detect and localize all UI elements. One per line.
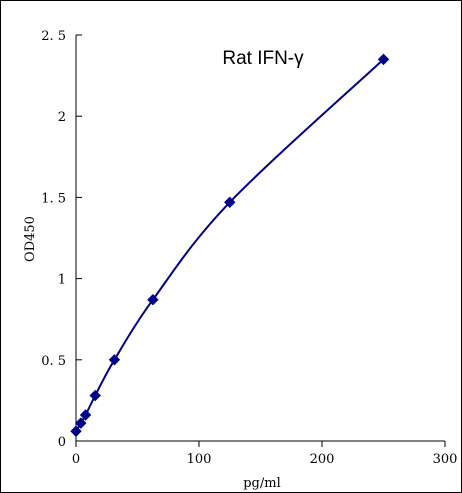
data-point <box>70 425 82 437</box>
plot-area: 0 0. 5 1 1. 5 2 2. 5 0 100 200 300 <box>41 29 457 467</box>
data-point <box>75 417 87 429</box>
data-point <box>89 389 101 402</box>
data-point <box>224 196 236 208</box>
chart-title: Rat IFN-γ <box>222 48 304 69</box>
x-tick-label: 200 <box>310 452 335 467</box>
x-tick-label: 0 <box>72 452 80 467</box>
y-tick-label: 0. 5 <box>41 354 66 369</box>
y-tick-label: 2 <box>58 110 66 125</box>
x-axis-label: pg/ml <box>243 476 281 491</box>
y-axis-label: OD450 <box>23 216 38 262</box>
x-tick-label: 100 <box>187 452 212 467</box>
data-point <box>377 53 390 66</box>
data-point <box>147 294 159 306</box>
series-line <box>75 58 385 432</box>
y-tick-label: 2. 5 <box>41 29 66 44</box>
x-tick-label: 300 <box>433 452 458 467</box>
y-tick-label: 1. 5 <box>41 191 66 206</box>
y-tick-label: 1 <box>58 273 66 288</box>
data-point <box>79 409 92 421</box>
data-point <box>108 354 121 366</box>
y-tick-label: 0 <box>58 435 66 450</box>
